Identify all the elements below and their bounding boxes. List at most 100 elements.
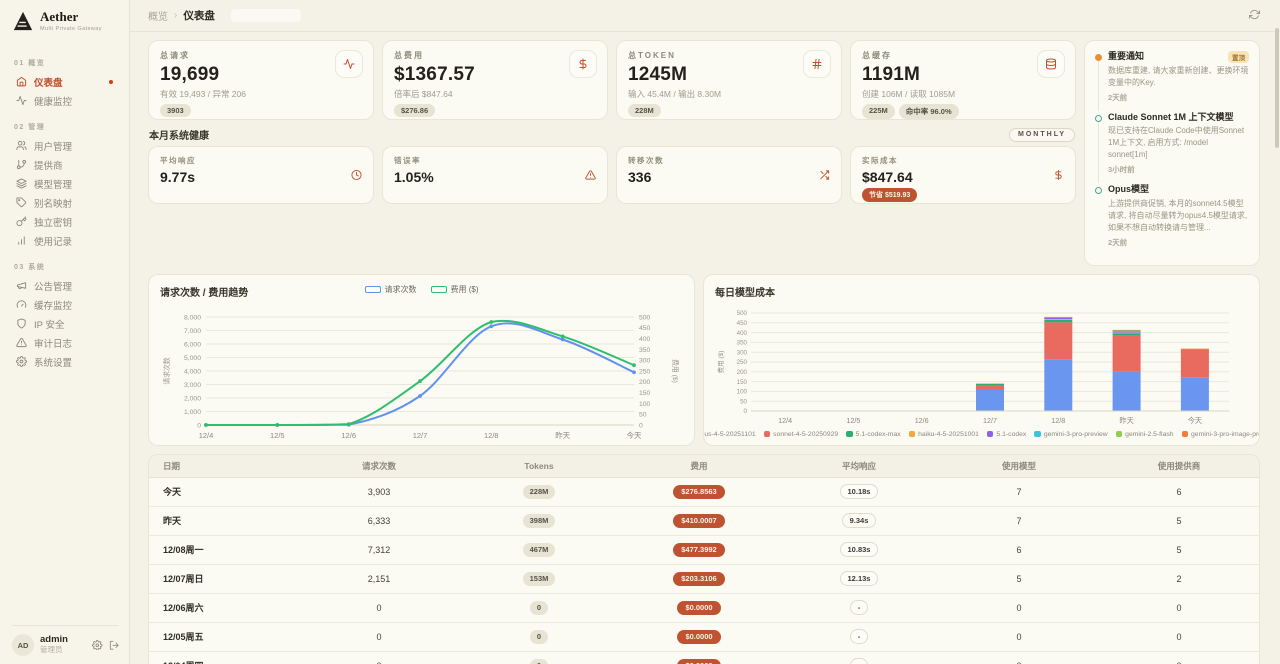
stat-badge: $276.86: [394, 104, 436, 117]
git-branch-icon: [16, 159, 27, 170]
tokens-badge: 0: [529, 658, 549, 664]
stat-cards: 总请求 19,699 有效 19,493 / 异常 206 3903 总费用 $1367.…: [148, 40, 1076, 120]
tag-icon: [16, 197, 27, 208]
legend-item[interactable]: gemini-3-pro-preview: [1034, 431, 1108, 438]
svg-text:450: 450: [639, 325, 651, 332]
sidebar-item-announcements[interactable]: 公告管理: [12, 276, 119, 295]
sidebar-item-label: 系统设置: [34, 357, 73, 369]
layers-icon: [16, 178, 27, 189]
megaphone-icon: [16, 280, 27, 291]
cell-providers: 5: [1176, 515, 1182, 526]
notification-item[interactable]: Claude Sonnet 1M 上下文模型 现已支持在Claude Code中使…: [1095, 112, 1249, 184]
notification-time: 3小时前: [1108, 165, 1135, 175]
svg-text:12/7: 12/7: [983, 416, 997, 425]
health-value: 336: [628, 169, 652, 185]
sidebar-item-providers[interactable]: 提供商: [12, 155, 119, 174]
sidebar-item-ip-security[interactable]: IP 安全: [12, 314, 119, 333]
sidebar-item-label: 用户管理: [34, 141, 73, 153]
sidebar-item-cache-monitor[interactable]: 缓存监控: [12, 295, 119, 314]
page-scrollbar[interactable]: [1275, 28, 1279, 148]
legend-item[interactable]: 5.1-codex: [986, 431, 1026, 438]
cell-providers: 2: [1176, 573, 1182, 584]
notification-item[interactable]: Opus模型 上游提供商促销, 本月的sonnet4.5模型请求, 将自动尽量转为…: [1095, 184, 1249, 247]
bar-chart-legend: opus-4-5-20251101 sonnet-4-5-20250929 5.1-…: [704, 430, 1259, 438]
legend-swatch-icon: [430, 285, 447, 293]
legend-item[interactable]: sonnet-4-5-20250929: [763, 430, 838, 438]
cell-providers: 5: [1176, 544, 1182, 555]
shield-icon: [16, 318, 27, 329]
cell-providers: 0: [1176, 631, 1182, 642]
stat-value: $1367.57: [394, 64, 475, 85]
legend-item[interactable]: gemini-3-pro-image-preview: [1181, 431, 1259, 438]
stat-card: 总请求 19,699 有效 19,493 / 异常 206 3903: [148, 40, 374, 120]
nav-section-label: 02 管理: [14, 124, 46, 132]
stat-value: 1245M: [628, 64, 688, 85]
svg-text:昨天: 昨天: [555, 430, 570, 440]
stat-label: 总TOKEN: [628, 51, 676, 60]
health-label: 实际成本: [862, 156, 898, 165]
breadcrumb-separator: ›: [174, 10, 178, 21]
legend-swatch-icon: [763, 430, 771, 438]
topbar: 概览 › 仪表盘: [130, 0, 1280, 32]
legend-item[interactable]: 费用 ($): [430, 284, 479, 295]
nav-section-label: 03 系统: [14, 264, 46, 272]
clock-icon: [351, 169, 362, 181]
dollar-icon: [577, 58, 589, 70]
sidebar-item-standalone-keys[interactable]: 独立密钥: [12, 212, 119, 231]
table-row: 今天 3,903 228M $276.8563 10.18s 7 6: [149, 478, 1259, 507]
legend-item[interactable]: gemini-2.5-flash: [1115, 431, 1174, 438]
svg-text:3,000: 3,000: [184, 381, 201, 388]
health-value: 9.77s: [160, 169, 196, 185]
sidebar-item-models[interactable]: 模型管理: [12, 174, 119, 193]
tokens-badge: 0: [529, 629, 549, 644]
svg-text:今天: 今天: [1188, 416, 1202, 425]
aether-logo-icon: [13, 11, 33, 31]
table-row: 12/07周日 2,151 153M $203.3106 12.13s 5 2: [149, 565, 1259, 594]
hash-icon: [811, 58, 823, 70]
settings-gear-icon[interactable]: [92, 639, 103, 651]
cell-requests: 0: [299, 661, 459, 664]
breadcrumb-overview[interactable]: 概览: [148, 12, 168, 23]
avatar: AD: [12, 634, 34, 656]
line-chart-card: 请求次数 / 费用趋势 请求次数 费用 ($) 0 1,000 2,000 3,000 4…: [148, 273, 695, 446]
sidebar-item-health-monitor[interactable]: 健康监控: [12, 91, 119, 110]
cell-date: 12/05周五: [163, 632, 204, 642]
stat-label: 总缓存: [862, 51, 892, 60]
sidebar-item-settings[interactable]: 系统设置: [12, 352, 119, 371]
home-icon: [16, 76, 27, 87]
health-label: 平均响应: [160, 156, 196, 165]
svg-text:12/5: 12/5: [270, 431, 285, 440]
column-header: 平均响应: [841, 460, 876, 471]
health-cards: 平均响应 9.77s 错误率 1.05% 转移次数 336 实际成本 $847.64 节省 $5…: [148, 146, 1076, 204]
legend-swatch-icon: [908, 430, 916, 438]
bar-chart-canvas: 0 50 100 150 200 250 300 350 400 450 500 12/4 12/5 12…: [716, 310, 1229, 425]
stat-badge: 命中率 96.0%: [898, 104, 959, 119]
sidebar-item-label: 缓存监控: [34, 300, 73, 312]
dollar-icon: [1053, 169, 1064, 181]
user-name: admin: [40, 634, 68, 646]
sidebar-item-label: 公告管理: [34, 281, 73, 293]
sidebar-item-usage-logs[interactable]: 使用记录: [12, 231, 119, 250]
logout-icon[interactable]: [109, 640, 120, 651]
sidebar-item-audit-logs[interactable]: 审计日志: [12, 333, 119, 352]
sidebar-item-alias-mapping[interactable]: 别名映射: [12, 193, 119, 212]
dashboard-content: 总请求 19,699 有效 19,493 / 异常 206 3903 总费用 $1367.…: [130, 32, 1280, 664]
cell-date: 12/07周日: [163, 574, 204, 584]
stat-label: 总请求: [160, 51, 190, 60]
legend-item[interactable]: 请求次数: [364, 284, 417, 295]
svg-text:0: 0: [744, 408, 748, 415]
legend-item[interactable]: opus-4-5-20251101: [704, 431, 756, 438]
sidebar-item-dashboard[interactable]: 仪表盘: [12, 72, 119, 91]
svg-text:350: 350: [639, 346, 651, 353]
table-header-row: 日期 请求次数 Tokens 费用 平均响应 使用模型 使用提供商: [149, 454, 1259, 478]
legend-item[interactable]: 5.1-codex-max: [846, 431, 901, 438]
tokens-badge: 153M: [522, 571, 556, 586]
svg-text:100: 100: [639, 400, 651, 407]
svg-text:150: 150: [737, 378, 748, 385]
refresh-icon[interactable]: [1249, 9, 1260, 20]
sidebar-item-users[interactable]: 用户管理: [12, 136, 119, 155]
unread-dot-icon: [109, 79, 113, 84]
legend-item[interactable]: haiku-4-5-20251001: [908, 430, 979, 438]
notification-title: Opus模型: [1108, 184, 1150, 195]
notification-item[interactable]: 重要通知 置顶 数据库重建, 请大家重新创建、更换环境变量中的Key. 2天前: [1095, 51, 1249, 111]
